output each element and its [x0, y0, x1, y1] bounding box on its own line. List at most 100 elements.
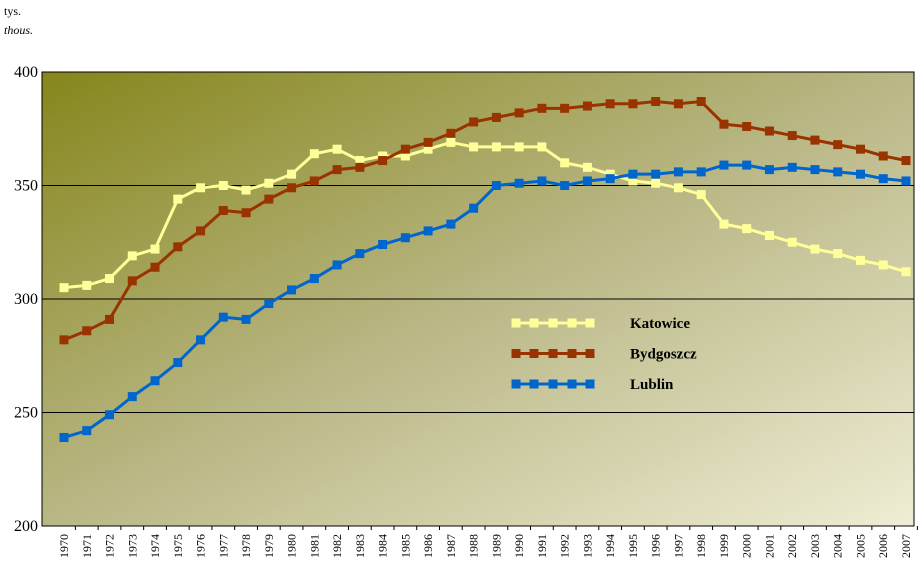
marker: [82, 280, 92, 290]
marker: [673, 167, 683, 177]
legend-marker: [567, 379, 577, 389]
marker: [514, 142, 524, 152]
x-tick-label: 1974: [148, 534, 162, 558]
marker: [127, 251, 137, 261]
marker: [241, 208, 251, 218]
x-tick-label: 1978: [239, 534, 253, 558]
marker: [355, 162, 365, 172]
marker: [787, 131, 797, 141]
marker: [696, 167, 706, 177]
marker: [651, 178, 661, 188]
y-axis-label-en: thous.: [4, 23, 33, 37]
x-tick-label: 1993: [580, 534, 594, 558]
marker: [264, 178, 274, 188]
x-tick-label: 1971: [80, 534, 94, 558]
marker: [651, 169, 661, 179]
marker: [400, 144, 410, 154]
marker: [218, 205, 228, 215]
x-tick-label: 1984: [376, 534, 390, 558]
marker: [423, 144, 433, 154]
x-tick-label: 1991: [535, 534, 549, 558]
marker: [173, 194, 183, 204]
marker: [582, 176, 592, 186]
marker: [469, 203, 479, 213]
x-tick-label: 1990: [512, 534, 526, 558]
x-tick-label: 1975: [171, 534, 185, 558]
marker: [105, 314, 115, 324]
marker: [605, 169, 615, 179]
x-tick-label: 1992: [558, 534, 572, 558]
marker: [423, 226, 433, 236]
y-tick-label: 400: [14, 64, 38, 81]
y-tick-label: 350: [14, 178, 38, 195]
legend-marker: [548, 379, 558, 389]
marker: [810, 135, 820, 145]
marker: [196, 335, 206, 345]
marker: [673, 183, 683, 193]
legend-marker: [585, 349, 595, 358]
legend-label: Katowice: [630, 316, 690, 332]
marker: [287, 183, 297, 193]
marker: [309, 149, 319, 159]
legend-marker: [511, 349, 521, 358]
marker: [264, 299, 274, 309]
legend-marker: [567, 318, 577, 328]
marker: [59, 283, 69, 293]
marker: [173, 242, 183, 252]
marker: [241, 185, 251, 195]
marker: [855, 169, 865, 179]
marker: [833, 249, 843, 259]
marker: [787, 162, 797, 172]
marker: [332, 165, 342, 175]
marker: [59, 432, 69, 442]
marker: [241, 314, 251, 324]
marker: [514, 108, 524, 118]
marker: [264, 194, 274, 204]
x-tick-label: 1979: [262, 534, 276, 558]
legend-marker: [585, 318, 595, 328]
marker: [332, 260, 342, 270]
marker: [150, 262, 160, 272]
marker: [582, 101, 592, 111]
legend-marker: [529, 349, 539, 358]
legend-marker: [511, 318, 521, 328]
marker: [127, 276, 137, 286]
marker: [810, 244, 820, 254]
marker: [560, 181, 570, 190]
marker: [173, 358, 183, 368]
marker: [787, 237, 797, 247]
marker: [628, 99, 638, 109]
legend-marker: [529, 318, 539, 328]
marker: [150, 244, 160, 254]
marker: [901, 176, 911, 186]
marker: [218, 312, 228, 322]
x-tick-label: 2001: [762, 534, 776, 558]
marker: [742, 121, 752, 131]
legend-label: Bydgoszcz: [630, 347, 697, 363]
x-tick-label: 1998: [694, 534, 708, 558]
marker: [605, 99, 615, 109]
marker: [901, 267, 911, 277]
marker: [878, 260, 888, 270]
marker: [719, 219, 729, 229]
legend-marker: [511, 379, 521, 389]
legend-marker: [529, 379, 539, 389]
marker: [127, 392, 137, 402]
x-tick-label: 1999: [717, 534, 731, 558]
marker: [742, 160, 752, 170]
marker: [537, 142, 547, 152]
marker: [628, 169, 638, 179]
marker: [810, 165, 820, 175]
x-tick-label: 1982: [330, 534, 344, 558]
x-tick-label: 1986: [421, 534, 435, 558]
marker: [446, 137, 456, 147]
marker: [582, 162, 592, 172]
marker: [446, 128, 456, 138]
marker: [491, 142, 501, 152]
marker: [742, 224, 752, 234]
marker: [446, 219, 456, 229]
marker: [218, 181, 228, 190]
x-tick-label: 1972: [103, 534, 117, 558]
marker: [901, 156, 911, 166]
x-tick-label: 1985: [398, 534, 412, 558]
